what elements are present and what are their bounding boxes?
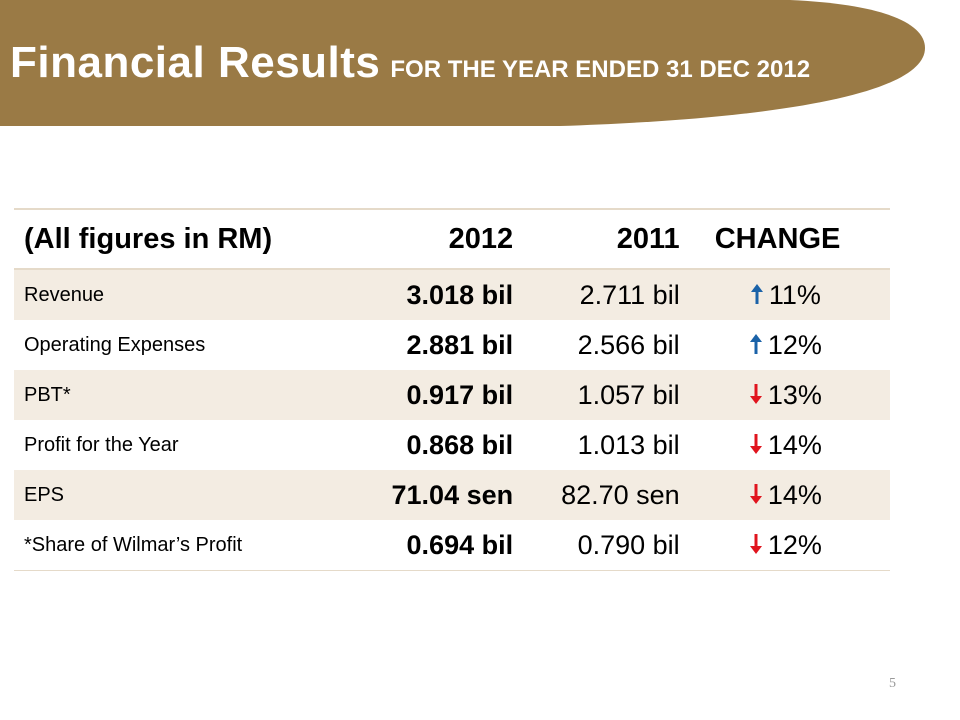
value-2011: 0.790 bil	[513, 520, 680, 571]
table-row: Profit for the Year 0.868 bil 1.013 bil …	[14, 420, 890, 470]
row-label: Operating Expenses	[24, 333, 206, 356]
row-label: Profit for the Year	[24, 433, 179, 456]
table-row: EPS 71.04 sen 82.70 sen 14%	[14, 470, 890, 520]
table-header-row: (All figures in RM) 2012 2011 CHANGE	[14, 208, 890, 270]
value-2012: 0.868 bil	[406, 429, 514, 460]
value-2012: 3.018 bil	[372, 269, 514, 320]
row-label: Revenue	[14, 269, 373, 320]
change-value: 12%	[767, 529, 822, 560]
row-label: EPS	[14, 470, 373, 520]
title-subtitle: FOR THE YEAR ENDED 31 DEC 2012	[390, 56, 811, 83]
change-value: 14%	[767, 429, 822, 460]
change-cell: 13%	[679, 370, 890, 420]
table-row: PBT* 0.917 bil 1.057 bil 13%	[14, 370, 890, 420]
change-cell: 14%	[680, 420, 890, 470]
table-row: *Share of Wilmar’s Profit 0.694 bil 0.79…	[14, 520, 890, 571]
arrow-down-icon	[749, 483, 762, 504]
change-value: 11%	[768, 279, 821, 310]
arrow-up-icon	[750, 283, 763, 304]
change-value: 14%	[767, 479, 822, 510]
table-row: Revenue 3.018 bil 2.711 bil 11%	[14, 269, 890, 320]
value-2012: 71.04 sen	[372, 470, 514, 520]
column-header-change: CHANGE	[679, 208, 890, 270]
value-2012: 0.694 bil	[372, 520, 514, 571]
change-value: 12%	[767, 329, 822, 360]
title-main: Financial Results	[10, 38, 381, 87]
financial-results-table: (All figures in RM) 2012 2011 CHANGE Rev…	[14, 208, 890, 571]
value-2012: 2.881 bil	[406, 329, 514, 360]
table-row: Operating Expenses 2.881 bil 2.566 bil 1…	[14, 320, 890, 370]
column-header-2012: 2012	[372, 208, 514, 270]
value-2012: 0.917 bil	[372, 370, 514, 420]
arrow-down-icon	[749, 533, 762, 554]
column-header-2011: 2011	[513, 208, 680, 270]
arrow-up-icon	[749, 333, 762, 354]
value-2011: 82.70 sen	[513, 470, 680, 520]
header-banner	[0, 0, 925, 126]
page-title: Financial Results FOR THE YEAR ENDED 31 D…	[10, 38, 810, 88]
column-header-label: (All figures in RM)	[14, 208, 373, 270]
value-2011: 2.566 bil	[577, 329, 680, 360]
change-cell: 11%	[679, 269, 890, 320]
arrow-down-icon	[749, 383, 762, 404]
change-value: 13%	[767, 379, 822, 410]
change-cell: 14%	[679, 470, 890, 520]
arrow-down-icon	[749, 433, 762, 454]
page-number: 5	[889, 676, 896, 691]
value-2011: 1.013 bil	[577, 429, 680, 460]
value-2011: 2.711 bil	[513, 269, 680, 320]
value-2011: 1.057 bil	[513, 370, 680, 420]
change-cell: 12%	[680, 320, 890, 370]
row-label: *Share of Wilmar’s Profit	[14, 520, 373, 571]
banner-shape	[0, 0, 925, 126]
row-label: PBT*	[14, 370, 373, 420]
change-cell: 12%	[679, 520, 890, 571]
